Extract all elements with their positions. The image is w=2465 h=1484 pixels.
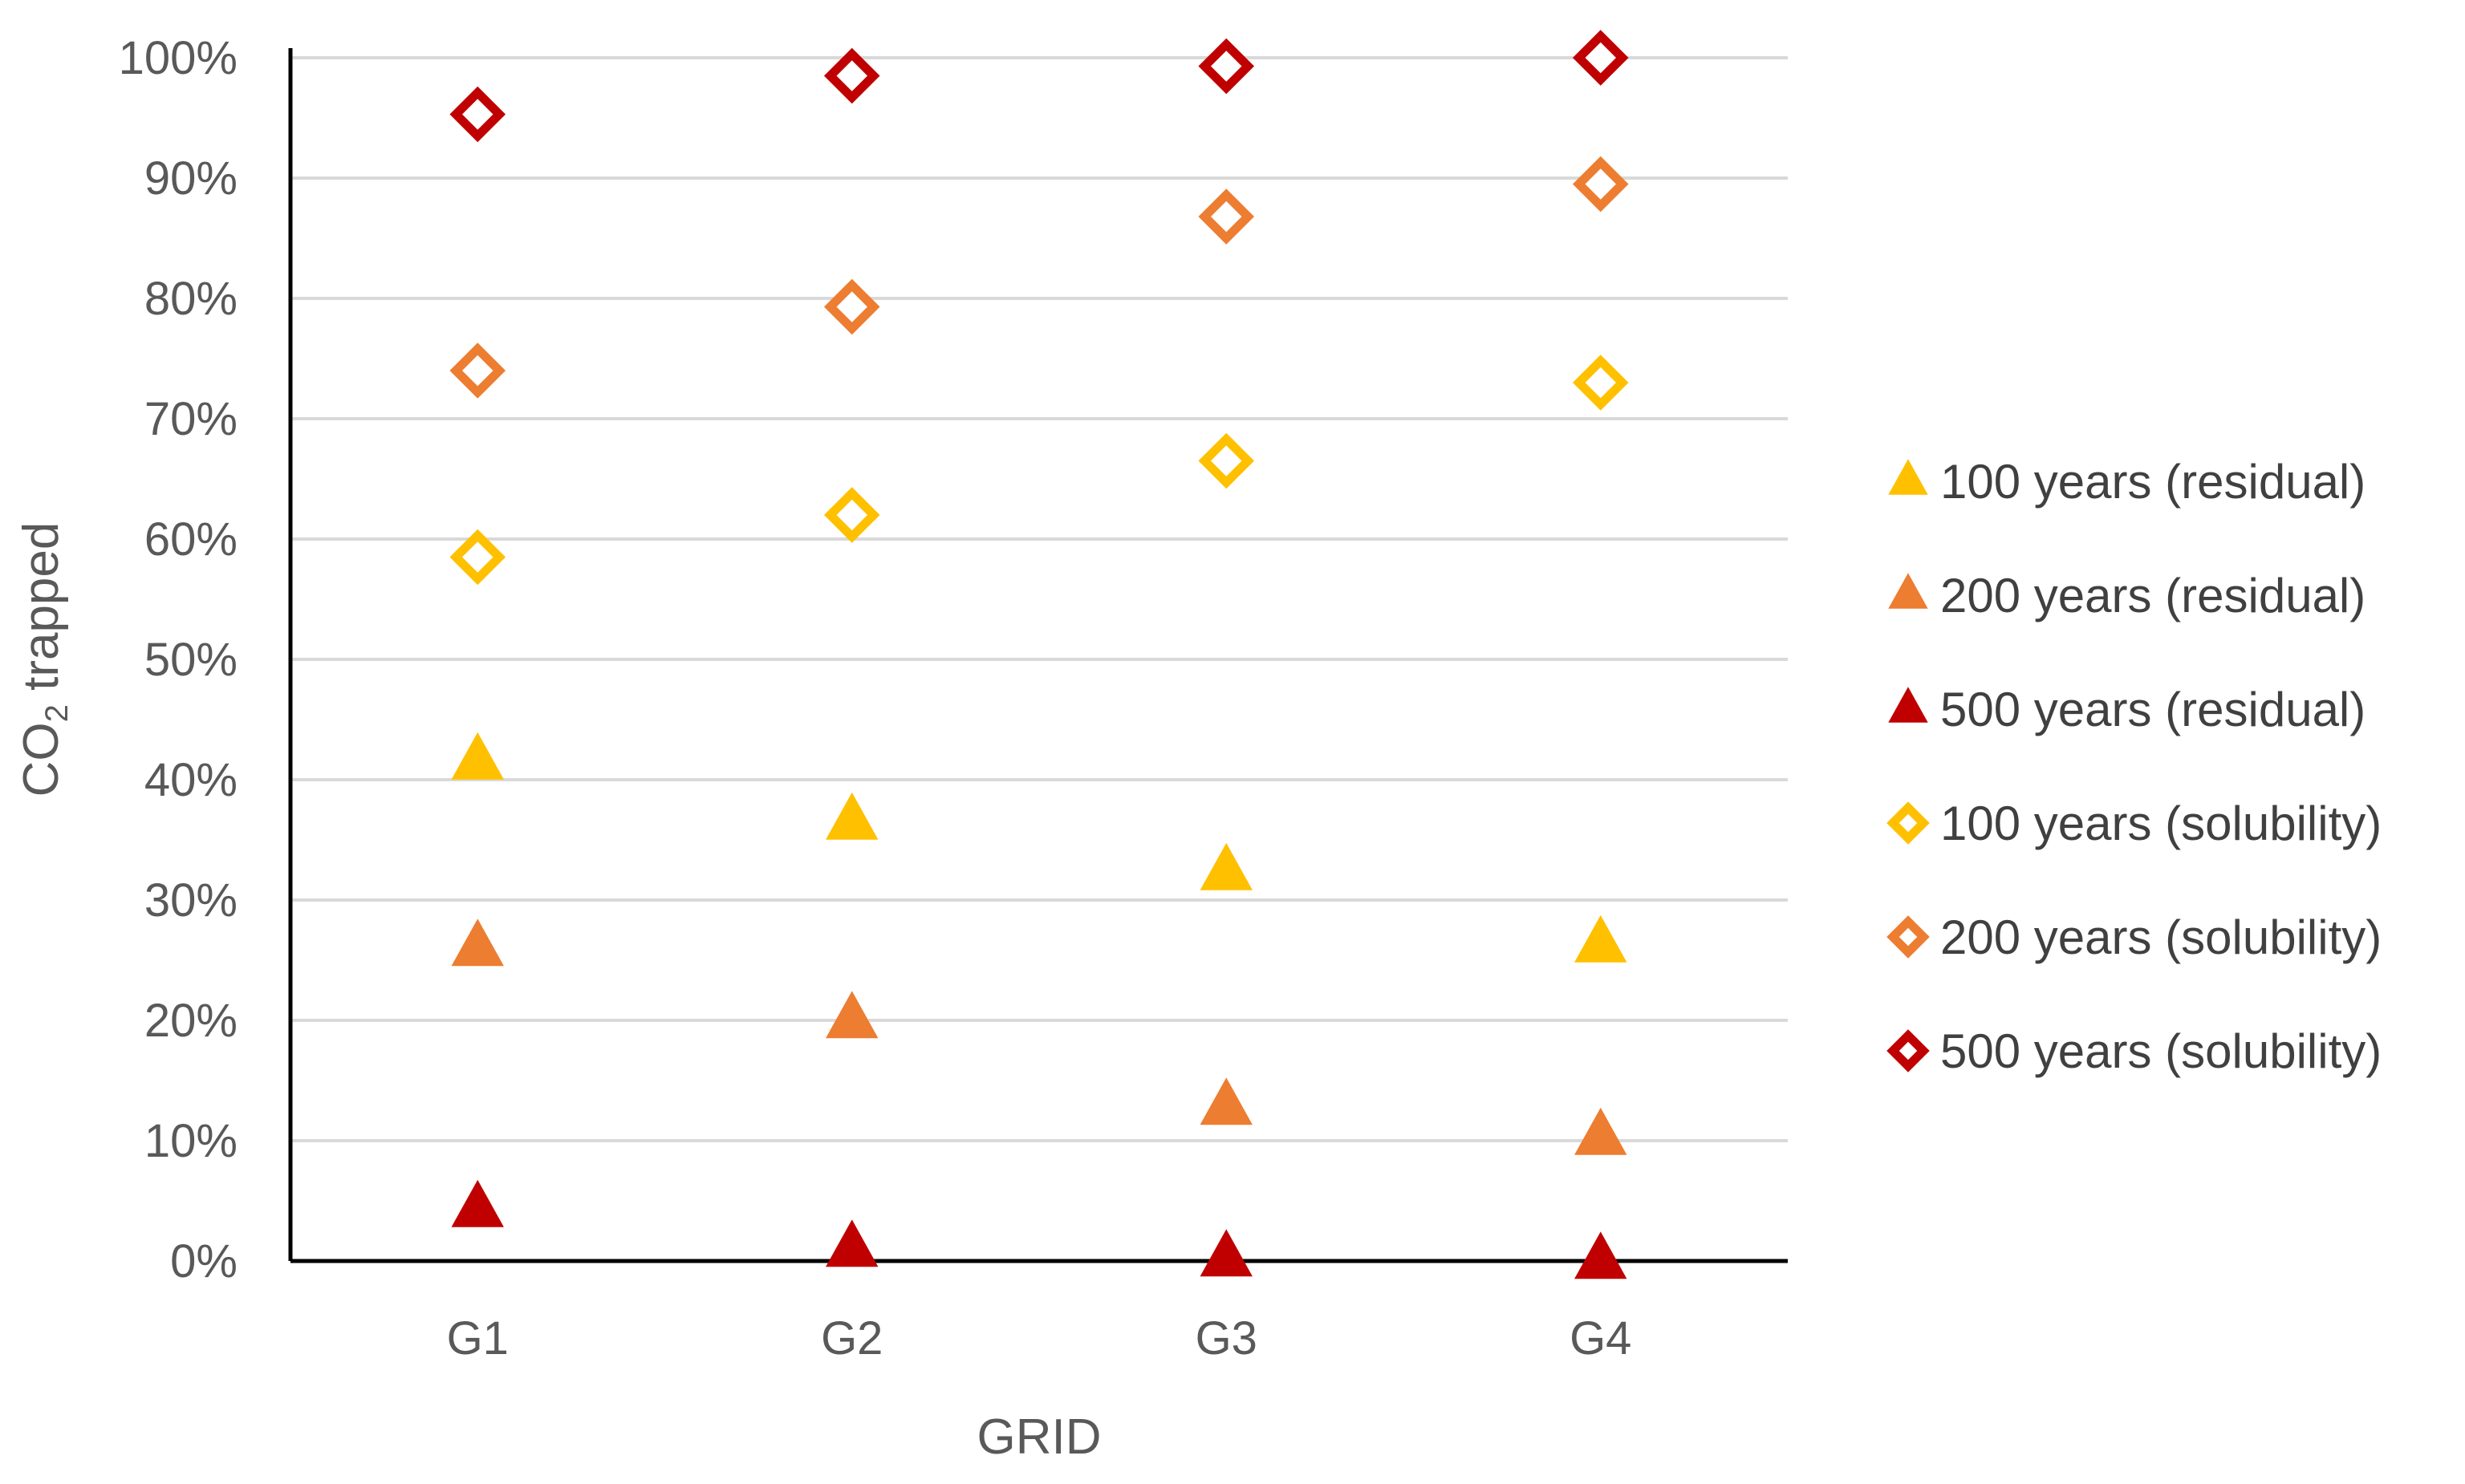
legend-item-100-years-residual: 100 years (residual) — [1888, 455, 2366, 509]
point-100-years-solubility-g4 — [1572, 355, 1629, 411]
point-200-years-solubility-g3 — [1198, 189, 1255, 245]
point-500-years-solubility-g3 — [1198, 38, 1255, 95]
y-axis-title: CO2 trapped — [14, 522, 75, 797]
point-100-years-residual-g4 — [1574, 914, 1627, 963]
legend-item-500-years-solubility: 500 years (solubility) — [1886, 1024, 2382, 1078]
legend-item-200-years-solubility: 200 years (solubility) — [1886, 910, 2382, 964]
point-100-years-solubility-g1 — [449, 529, 506, 586]
point-200-years-solubility-g2 — [823, 278, 880, 335]
legend-marker-triangle — [1888, 459, 1928, 495]
data-markers — [449, 30, 1629, 1279]
y-tick-label: 0% — [170, 1235, 238, 1287]
legend-label: 500 years (residual) — [1940, 683, 2366, 736]
y-tick-label: 90% — [144, 152, 238, 205]
y-axis-title-rest: trapped — [14, 522, 69, 705]
legend-label: 500 years (solubility) — [1940, 1024, 2382, 1078]
x-axis-title: GRID — [977, 1409, 1102, 1465]
legend-marker-diamond — [1886, 801, 1930, 845]
point-200-years-residual-g3 — [1200, 1077, 1253, 1125]
point-500-years-residual-g2 — [826, 1219, 879, 1267]
point-500-years-residual-g1 — [451, 1179, 504, 1227]
point-200-years-residual-g1 — [451, 918, 504, 967]
legend-marker-triangle — [1888, 573, 1928, 609]
x-tick-label-g2: G2 — [821, 1312, 883, 1364]
y-axis-title-main: CO — [14, 722, 69, 797]
point-200-years-residual-g4 — [1574, 1107, 1627, 1155]
point-200-years-solubility-g4 — [1572, 156, 1629, 213]
y-axis-title-subscript: 2 — [39, 704, 75, 722]
legend: 100 years (residual) 200 years (residual)… — [1886, 455, 2382, 1078]
y-tick-label: 60% — [144, 513, 238, 566]
gridlines — [290, 56, 1788, 1142]
x-tick-label-g1: G1 — [447, 1312, 509, 1364]
point-500-years-residual-g3 — [1200, 1229, 1253, 1277]
y-tick-label: 10% — [144, 1115, 238, 1167]
point-500-years-residual-g4 — [1574, 1231, 1627, 1279]
y-tick-labels: 0% 10% 20% 30% 40% 50% 60% 70% 80% 90% 100% — [119, 32, 238, 1287]
point-100-years-solubility-g3 — [1198, 432, 1255, 489]
point-100-years-residual-g2 — [826, 792, 879, 840]
legend-item-500-years-residual: 500 years (residual) — [1888, 683, 2366, 736]
y-tick-label: 30% — [144, 874, 238, 926]
point-500-years-solubility-g2 — [823, 47, 880, 104]
legend-label: 200 years (solubility) — [1940, 910, 2382, 964]
y-tick-label: 80% — [144, 273, 238, 325]
legend-label: 100 years (residual) — [1940, 455, 2366, 509]
x-tick-label-g3: G3 — [1196, 1312, 1257, 1364]
legend-marker-diamond — [1886, 1029, 1930, 1072]
point-100-years-solubility-g2 — [823, 487, 880, 543]
y-tick-label: 40% — [144, 754, 238, 806]
legend-label: 100 years (solubility) — [1940, 797, 2382, 850]
legend-item-100-years-solubility: 100 years (solubility) — [1886, 797, 2382, 850]
legend-label: 200 years (residual) — [1940, 569, 2366, 622]
legend-marker-diamond — [1886, 915, 1930, 959]
axes — [288, 48, 1788, 1263]
legend-item-200-years-residual: 200 years (residual) — [1888, 569, 2366, 622]
x-tick-labels: G1 G2 G3 G4 — [447, 1312, 1632, 1364]
point-200-years-residual-g2 — [826, 991, 879, 1039]
legend-marker-triangle — [1888, 687, 1928, 723]
y-tick-label: 50% — [144, 634, 238, 686]
point-100-years-residual-g1 — [451, 732, 504, 780]
y-tick-label: 100% — [119, 32, 238, 84]
x-tick-label-g4: G4 — [1570, 1312, 1631, 1364]
point-100-years-residual-g3 — [1200, 842, 1253, 890]
point-500-years-solubility-g4 — [1572, 30, 1629, 86]
point-200-years-solubility-g1 — [449, 343, 506, 399]
point-500-years-solubility-g1 — [449, 86, 506, 143]
y-tick-label: 70% — [144, 393, 238, 445]
y-tick-label: 20% — [144, 995, 238, 1047]
